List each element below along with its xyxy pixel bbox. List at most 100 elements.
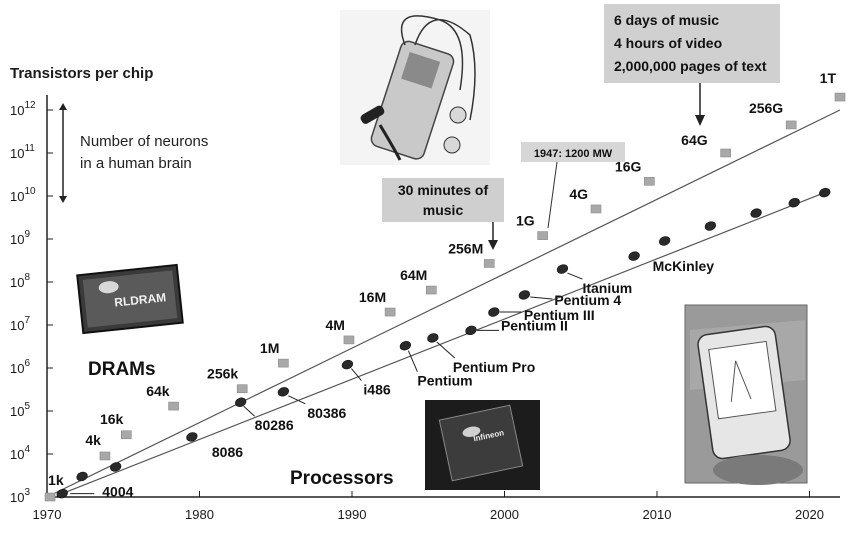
processor-point-label: Pentium II	[501, 317, 568, 333]
dram-point	[644, 176, 655, 186]
processor-point-label: Pentium	[417, 373, 472, 389]
trendline-drams	[46, 109, 841, 498]
dram-point	[384, 307, 396, 317]
music-arrow-head	[488, 240, 498, 250]
y-tick-exponent: 6	[24, 358, 30, 369]
processor-point-label: Pentium III	[524, 307, 595, 323]
dram-point	[343, 335, 355, 345]
y-tick-exponent: 8	[24, 272, 30, 283]
dram-point	[834, 92, 846, 102]
y-tick-label: 1011	[10, 143, 35, 161]
processor-point	[704, 221, 717, 231]
y-tick-exponent: 11	[24, 143, 35, 154]
y-tick-label: 108	[10, 272, 30, 290]
dram-point	[590, 204, 602, 214]
dram-point	[483, 259, 495, 268]
processor-point	[399, 341, 412, 351]
dram-point	[785, 120, 797, 130]
brain-annotation-line: Number of neurons	[80, 133, 208, 150]
y-tick-base: 10	[10, 490, 24, 505]
dram-point-label: 1M	[260, 340, 279, 356]
y-tick-label: 103	[10, 487, 30, 505]
dram-point	[236, 384, 248, 394]
dram-point	[537, 231, 548, 240]
rldram-module-photo: RLDRAM	[76, 263, 184, 335]
dram-point-label: 16M	[359, 289, 386, 305]
trendlines	[46, 109, 841, 498]
processor-point	[465, 325, 477, 336]
processor-point-label: Pentium Pro	[453, 359, 535, 375]
processor-label-leader	[530, 296, 553, 300]
y-tick-base: 10	[10, 146, 24, 161]
processor-point	[235, 397, 247, 407]
processor-point	[341, 359, 354, 370]
y-tick-label: 1012	[10, 100, 36, 118]
processor-label-leader	[567, 272, 583, 280]
processor-point	[56, 488, 68, 499]
pda-photo	[684, 304, 808, 485]
x-tick-label: 2000	[490, 507, 519, 522]
processor-point-label: 80286	[255, 417, 294, 433]
y-tick-exponent: 3	[24, 487, 30, 498]
phone-photo	[340, 10, 490, 165]
y-tick-exponent: 9	[24, 229, 30, 240]
dram-point	[121, 430, 132, 440]
dram-point-label: 1k	[48, 472, 64, 488]
dram-point-label: 16k	[100, 411, 124, 427]
dram-point	[99, 451, 111, 461]
y-tick-base: 10	[10, 361, 24, 376]
dram-point-label: 4G	[569, 186, 588, 202]
y-tick-exponent: 7	[24, 315, 30, 326]
processor-point-label: Itanium	[582, 280, 632, 296]
processor-point	[556, 264, 569, 274]
processor-point	[628, 251, 640, 261]
storage-box	[604, 4, 780, 83]
dram-point-label: 4k	[85, 432, 101, 448]
y-tick-exponent: 4	[24, 444, 30, 455]
processor-point	[518, 290, 530, 300]
processor-point-label: McKinley	[653, 258, 715, 274]
processor-point-label: 8086	[212, 444, 243, 460]
processor-label-leader	[436, 341, 456, 359]
processor-point	[819, 187, 831, 198]
dram-point-label: 1G	[516, 213, 535, 229]
x-tick-label: 1970	[33, 507, 62, 522]
y-tick-label: 1010	[10, 186, 36, 204]
dram-group-label: DRAMs	[88, 359, 156, 380]
rldram-text: RLDRAM	[114, 290, 167, 309]
storage-annotation-line: 6 days of music	[614, 12, 719, 28]
dram-point-label: 64M	[400, 267, 427, 283]
dram-point-label: 256M	[448, 240, 483, 256]
chart-title: Transistors per chip	[10, 65, 153, 82]
processor-label-leader	[407, 350, 418, 372]
mw-pointer-line	[547, 161, 558, 229]
dram-point-label: 16G	[615, 158, 642, 174]
y-tick-base: 10	[10, 232, 24, 247]
music-annotation-line: music	[423, 202, 464, 218]
y-tick-label: 105	[10, 401, 30, 419]
point-labels: 1k 4k 16k 64k 256k 1M 4M 16M 64M 256M 1G 4G 16G 64G 25…	[48, 70, 836, 500]
x-tick-label: 1990	[338, 507, 367, 522]
y-tick-exponent: 12	[24, 100, 36, 111]
brain-annotation-line: in a human brain	[80, 155, 192, 172]
y-tick-base: 10	[10, 404, 24, 419]
processor-point-label: Pentium 4	[554, 292, 621, 308]
y-tick-base: 10	[10, 189, 24, 204]
dram-point	[44, 492, 56, 502]
y-tick-base: 10	[10, 447, 24, 462]
processor-point-label: 80386	[307, 405, 346, 421]
processor-point	[658, 236, 671, 246]
dram-point-label: 64G	[681, 132, 708, 148]
dram-point	[720, 148, 731, 158]
processor-point	[750, 208, 762, 218]
x-tick-label: 2020	[795, 507, 824, 522]
processor-point	[788, 197, 800, 208]
dram-point-label: 4M	[325, 317, 344, 333]
processor-label-leader	[351, 368, 362, 381]
processor-point	[76, 471, 88, 482]
processor-point-label: i486	[363, 382, 390, 398]
x-tick-label: 1980	[185, 507, 214, 522]
music-box	[382, 178, 504, 222]
dram-point-label: 256G	[749, 100, 783, 116]
